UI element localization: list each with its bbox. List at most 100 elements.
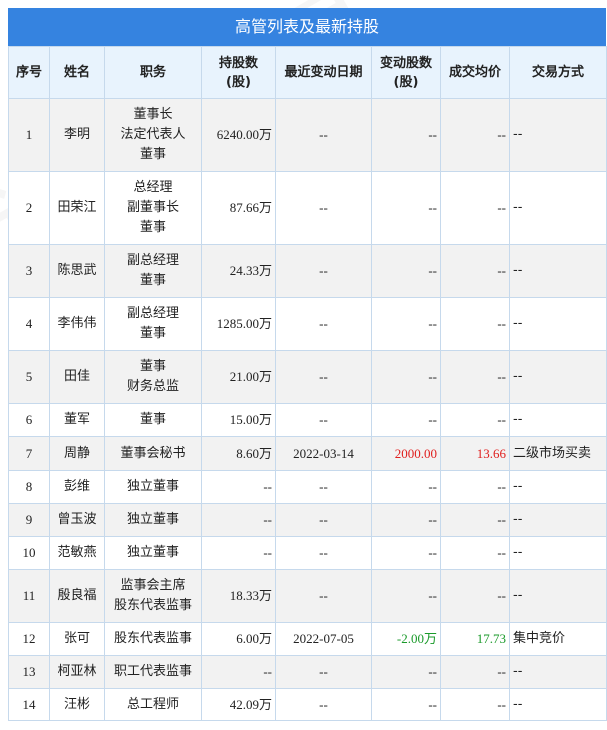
shares-cell: 42.09万 [201, 688, 276, 721]
role-line: 董事 [139, 220, 166, 235]
change-cell: -- [371, 688, 441, 721]
change-cell: -2.00万 [371, 622, 441, 656]
name-cell: 周静 [49, 436, 105, 471]
price-cell: -- [440, 569, 510, 623]
role-line: 董事长 [133, 107, 173, 122]
seq-cell: 13 [8, 655, 50, 689]
date-cell: -- [275, 688, 372, 721]
header-col-mode: 交易方式 [509, 46, 607, 99]
role-cell: 董事 [104, 403, 202, 437]
date-cell: -- [275, 569, 372, 623]
shares-cell: -- [201, 655, 276, 689]
header-row: 序号 姓名 职务 持股数 (股) 最近变动日期 变动股数 (股) 成交均价 交易方式 [8, 46, 607, 99]
seq-cell: 5 [8, 350, 50, 404]
change-cell: -- [371, 655, 441, 689]
header-col-date: 最近变动日期 [275, 46, 372, 99]
shares-cell: 18.33万 [201, 569, 276, 623]
role-line: 股东代表监事 [113, 598, 192, 613]
price-cell: -- [440, 536, 510, 570]
shares-cell: -- [201, 536, 276, 570]
table-row: 4 李伟伟 副总经理 董事 1285.00万 -- -- -- -- [8, 297, 607, 351]
table-row: 2 田荣江 总经理 副董事长 董事 87.66万 -- -- -- -- [8, 171, 607, 245]
name-cell: 汪彬 [49, 688, 105, 721]
price-cell: -- [440, 98, 510, 172]
seq-cell: 14 [8, 688, 50, 721]
table-row: 1 李明 董事长 法定代表人 董事 6240.00万 -- -- -- -- [8, 98, 607, 172]
name-cell: 柯亚林 [49, 655, 105, 689]
seq-cell: 11 [8, 569, 50, 623]
date-cell: -- [275, 403, 372, 437]
role-line: 副董事长 [126, 200, 179, 215]
header-col-change: 变动股数 (股) [371, 46, 441, 99]
seq-cell: 1 [8, 98, 50, 172]
seq-cell: 6 [8, 403, 50, 437]
role-cell: 副总经理 董事 [104, 297, 202, 351]
price-cell: -- [440, 350, 510, 404]
shares-cell: 8.60万 [201, 436, 276, 471]
price-cell: 13.66 [440, 436, 510, 471]
header-col-price: 成交均价 [440, 46, 510, 99]
seq-cell: 10 [8, 536, 50, 570]
table-row: 14 汪彬 总工程师 42.09万 -- -- -- -- [8, 688, 607, 721]
mode-cell: -- [509, 536, 607, 570]
shares-cell: 15.00万 [201, 403, 276, 437]
change-cell: -- [371, 569, 441, 623]
table-title: 高管列表及最新持股 [8, 8, 606, 46]
role-cell: 职工代表监事 [104, 655, 202, 689]
role-cell: 股东代表监事 [104, 622, 202, 656]
mode-cell: 集中竞价 [509, 622, 607, 656]
change-cell: -- [371, 297, 441, 351]
role-line: 董事 [139, 359, 166, 374]
table-row: 11 殷良福 监事会主席 股东代表监事 18.33万 -- -- -- -- [8, 569, 607, 623]
change-cell: -- [371, 503, 441, 537]
name-cell: 陈思武 [49, 244, 105, 298]
name-cell: 李明 [49, 98, 105, 172]
role-cell: 副总经理 董事 [104, 244, 202, 298]
seq-cell: 9 [8, 503, 50, 537]
date-cell: 2022-07-05 [275, 622, 372, 656]
shares-cell: 87.66万 [201, 171, 276, 245]
role-line: 股东代表监事 [113, 631, 192, 646]
price-cell: -- [440, 297, 510, 351]
role-line: 总工程师 [126, 696, 179, 712]
mode-cell: -- [509, 470, 607, 504]
role-line: 财务总监 [126, 379, 179, 394]
mode-cell: -- [509, 171, 607, 245]
name-cell: 范敏燕 [49, 536, 105, 570]
mode-cell: -- [509, 297, 607, 351]
seq-cell: 12 [8, 622, 50, 656]
executive-table: 序号 姓名 职务 持股数 (股) 最近变动日期 变动股数 (股) 成交均价 交易方式 1 李明 董事长… [8, 46, 607, 721]
price-cell: -- [440, 503, 510, 537]
date-cell: -- [275, 655, 372, 689]
mode-cell: -- [509, 688, 607, 721]
change-cell: -- [371, 350, 441, 404]
table-row: 3 陈思武 副总经理 董事 24.33万 -- -- -- -- [8, 244, 607, 298]
seq-cell: 4 [8, 297, 50, 351]
price-cell: -- [440, 655, 510, 689]
price-cell: -- [440, 470, 510, 504]
price-cell: -- [440, 403, 510, 437]
table-row: 9 曾玉波 独立董事 -- -- -- -- -- [8, 503, 607, 537]
mode-cell: 二级市场买卖 [509, 436, 607, 471]
mode-cell: -- [509, 569, 607, 623]
role-cell: 董事 财务总监 [104, 350, 202, 404]
table-row: 10 范敏燕 独立董事 -- -- -- -- -- [8, 536, 607, 570]
header-col-role: 职务 [104, 46, 202, 99]
seq-cell: 3 [8, 244, 50, 298]
price-cell: -- [440, 244, 510, 298]
name-cell: 田佳 [49, 350, 105, 404]
role-cell: 总工程师 [104, 688, 202, 721]
price-cell: 17.73 [440, 622, 510, 656]
date-cell: -- [275, 503, 372, 537]
role-line: 独立董事 [126, 512, 179, 527]
shares-cell: 24.33万 [201, 244, 276, 298]
name-cell: 殷良福 [49, 569, 105, 623]
role-cell: 总经理 副董事长 董事 [104, 171, 202, 245]
table-row: 12 张可 股东代表监事 6.00万 2022-07-05 -2.00万 17.73 集中竞价 [8, 622, 607, 656]
role-line: 职工代表监事 [113, 664, 192, 679]
date-cell: -- [275, 297, 372, 351]
date-cell: 2022-03-14 [275, 436, 372, 471]
seq-cell: 8 [8, 470, 50, 504]
role-line: 监事会主席 [120, 578, 186, 593]
name-cell: 董军 [49, 403, 105, 437]
